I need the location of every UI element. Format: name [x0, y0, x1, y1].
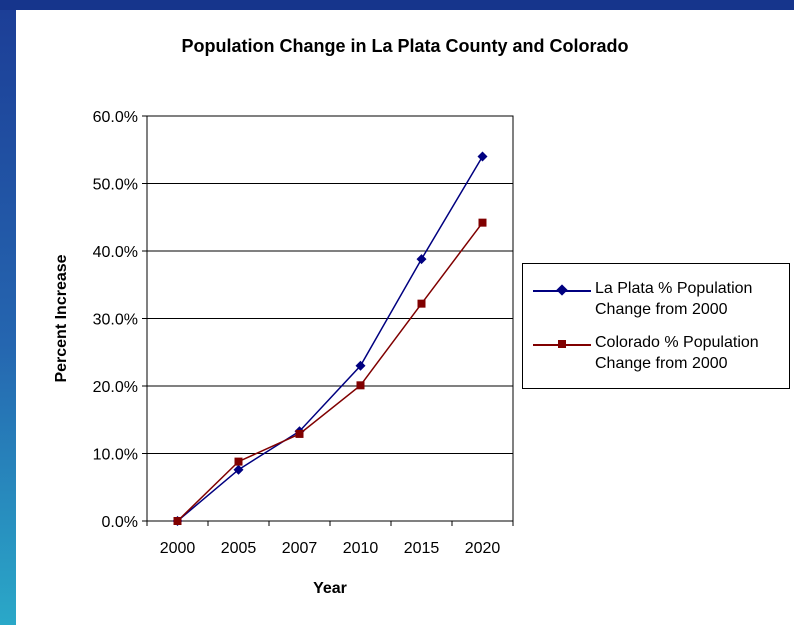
y-tick-label: 0.0%	[102, 514, 138, 531]
legend-item-la-plata: La Plata % Population Change from 2000	[533, 278, 783, 322]
y-tick-label: 40.0%	[93, 244, 138, 261]
data-point	[417, 299, 426, 308]
chart-plot: 0.0%10.0%20.0%30.0%40.0%50.0%60.0% 2000 2…	[53, 109, 514, 597]
x-tick-label: 2020	[465, 540, 501, 557]
series-group	[172, 151, 488, 526]
legend-label-la-plata: La Plata % Population Change from 2000	[595, 280, 753, 318]
data-point	[295, 429, 304, 438]
y-axis-ticks: 0.0% 10.0% 20.0% 30.0% 40.0% 50.0% 60.0%	[93, 109, 147, 531]
data-point	[355, 360, 366, 371]
data-point	[233, 464, 244, 475]
x-tick-label: 2010	[343, 540, 379, 557]
data-point	[356, 381, 365, 390]
data-point	[477, 151, 488, 162]
series-1	[173, 218, 487, 525]
x-axis-title: Year	[313, 580, 347, 597]
x-axis-ticks: 2000 2005 2007 2010 2015 2020	[146, 521, 514, 557]
data-point	[416, 254, 427, 265]
legend-label-colorado: Colorado % Population Change from 2000	[595, 334, 759, 372]
data-point	[173, 517, 182, 525]
legend-swatch-colorado	[533, 340, 591, 350]
series-line	[176, 222, 484, 522]
gridlines	[147, 115, 513, 454]
data-point	[234, 457, 243, 466]
data-point	[478, 218, 487, 227]
legend-swatch-la-plata	[533, 284, 591, 296]
y-tick-label: 50.0%	[93, 177, 138, 194]
y-axis-title: Percent Increase	[53, 254, 70, 382]
x-tick-label: 2005	[221, 540, 257, 557]
diamond-marker-icon	[556, 284, 568, 296]
square-marker-icon	[558, 340, 566, 348]
y-tick-label: 30.0%	[93, 312, 138, 329]
chart-panel: Population Change in La Plata County and…	[16, 10, 794, 625]
y-tick-label: 20.0%	[93, 379, 138, 396]
x-tick-label: 2000	[160, 540, 196, 557]
chart-title: Population Change in La Plata County and…	[181, 36, 629, 56]
series-line	[177, 156, 484, 522]
y-tick-label: 10.0%	[93, 447, 138, 464]
x-tick-label: 2007	[282, 540, 318, 557]
slide-header-bar	[0, 0, 794, 10]
chart-legend: La Plata % Population Change from 2000 C…	[522, 263, 790, 389]
series-0	[172, 151, 488, 526]
y-tick-label: 60.0%	[93, 109, 138, 126]
x-tick-label: 2015	[404, 540, 440, 557]
legend-item-colorado: Colorado % Population Change from 2000	[533, 332, 783, 376]
